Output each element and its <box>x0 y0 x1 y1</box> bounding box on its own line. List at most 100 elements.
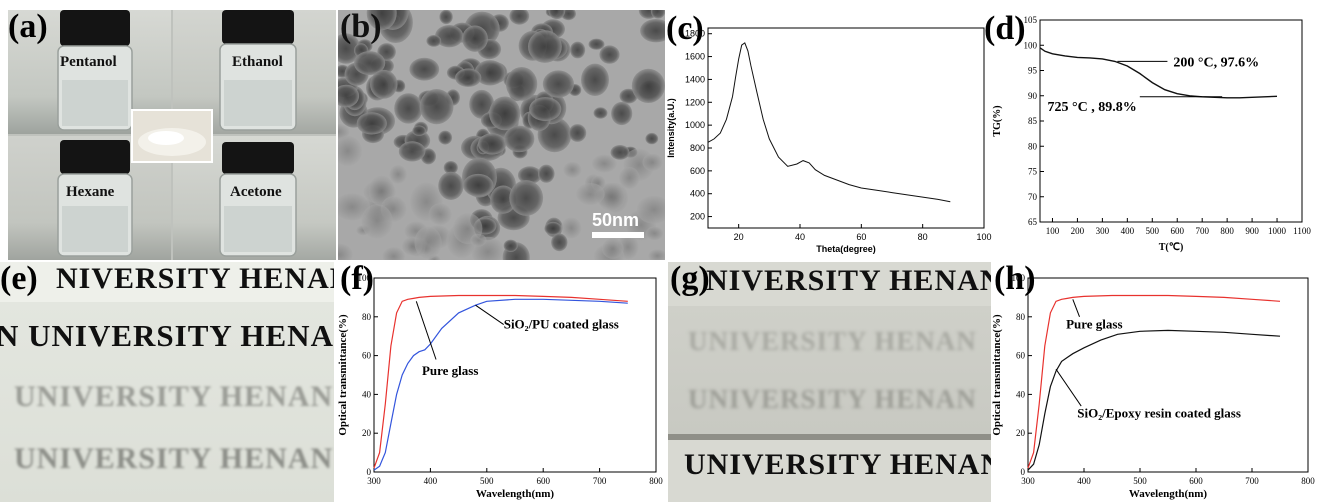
annotation-line <box>1072 299 1080 317</box>
x-axis-label: Wavelength(nm) <box>1129 488 1208 500</box>
y-tick-label: 65 <box>1028 217 1038 227</box>
tem-particle <box>470 233 487 247</box>
panel-h-label: (h) <box>994 262 1036 297</box>
panel-d: 100 200 300 400 500 600 700 800 900 1000 1100 65 70 7… <box>984 10 1314 260</box>
tem-particle <box>463 173 494 197</box>
x-tick-label: 20 <box>734 232 744 242</box>
x-tick-label: 100 <box>976 232 991 242</box>
vial-acetone <box>219 142 297 257</box>
annotation-pu: SiO₂/PU coated glass <box>504 316 619 331</box>
chart-c: 20 40 60 80 100 200 400 600 800 1000 1200 1400 1600 1… <box>666 27 992 254</box>
y-tick-label: 90 <box>1028 91 1038 101</box>
tem-particle <box>382 247 405 260</box>
panel-f-label: (f) <box>340 262 374 297</box>
tem-particle <box>398 141 426 162</box>
tem-particle <box>645 132 659 145</box>
chart-h: 300 400 500 600 700 800 0 20 40 60 80 100 Wavelength… <box>991 273 1315 500</box>
series-line-0 <box>1027 294 1281 469</box>
x-tick-label: 600 <box>536 476 550 486</box>
y-tick-label: 80 <box>362 312 372 322</box>
y-tick-label: 0 <box>367 467 372 477</box>
text-strip-3: UNIVERSITY HENAN <box>14 380 334 413</box>
y-tick-label: 1600 <box>685 52 705 62</box>
y-tick-label: 40 <box>362 389 372 399</box>
panel-b: (b) 50nm <box>338 10 665 260</box>
tem-particle <box>611 101 633 126</box>
annotation-line <box>475 304 505 325</box>
y-tick-label: 80 <box>1016 312 1026 322</box>
plot-frame <box>1027 277 1309 473</box>
chart-f: 300 400 500 600 700 800 0 20 40 60 80 100 Wavelength… <box>337 273 663 500</box>
tem-particle <box>610 145 630 160</box>
tem-particle <box>619 88 638 104</box>
x-tick-label: 500 <box>1133 476 1147 486</box>
glass-plate <box>0 302 334 502</box>
y-axis-label: TG(%) <box>992 105 1003 136</box>
annotation-line <box>1055 368 1082 407</box>
y-tick-label: 75 <box>1028 167 1038 177</box>
vial-pentanol <box>57 10 133 131</box>
tem-particle <box>439 10 453 25</box>
tem-particle <box>426 35 442 47</box>
tem-particle <box>338 33 361 64</box>
plot-frame <box>373 277 657 473</box>
tem-particle <box>462 25 488 52</box>
panel-e-label: (e) <box>0 262 38 297</box>
tem-particle <box>438 130 453 145</box>
tem-particle <box>443 161 458 175</box>
chart-d: 100 200 300 400 500 600 700 800 900 1000 1100 65 70 7… <box>992 15 1311 253</box>
y-tick-label: 60 <box>1016 351 1026 361</box>
x-tick-label: 400 <box>1077 476 1091 486</box>
tem-particle <box>640 19 665 43</box>
y-tick-label: 1800 <box>685 29 705 39</box>
x-tick-label: 800 <box>1301 476 1315 486</box>
annotation-line <box>415 301 437 360</box>
tem-particle <box>542 70 574 98</box>
tem-particle <box>356 112 387 135</box>
y-tick-label: 100 <box>1012 273 1026 283</box>
y-tick-label: 400 <box>690 189 705 199</box>
y-tick-label: 60 <box>362 351 372 361</box>
tem-particle <box>428 203 452 226</box>
panel-f: 300 400 500 600 700 800 0 20 40 60 80 100 Wavelength… <box>336 262 666 502</box>
y-tick-label: 40 <box>1016 389 1026 399</box>
tem-particle <box>478 133 507 155</box>
tem-particle <box>338 135 363 166</box>
panel-a-label: (a) <box>8 10 48 45</box>
text-strip-2: N UNIVERSITY HENAN <box>0 318 334 353</box>
x-tick-label: 700 <box>593 476 607 486</box>
y-tick-label: 600 <box>690 166 705 176</box>
tem-particle <box>366 10 397 31</box>
panel-c-label: (c) <box>666 10 704 47</box>
y-tick-label: 100 <box>358 273 372 283</box>
tem-particle <box>517 166 542 185</box>
panel-b-label: (b) <box>340 10 382 45</box>
tem-particle <box>528 30 562 63</box>
x-axis-label: Theta(degree) <box>816 244 876 254</box>
text-strip-1: NIVERSITY HENAN U <box>56 262 334 295</box>
tem-particle <box>474 60 506 86</box>
x-tick-label: 900 <box>1245 226 1259 236</box>
tem-particle <box>455 68 482 87</box>
tem-particle <box>650 10 665 19</box>
y-axis-label: Optical transmittance(%) <box>991 314 1003 436</box>
glass-edge-g <box>668 434 991 440</box>
powder-inset <box>131 109 213 163</box>
x-tick-label: 300 <box>367 476 381 486</box>
x-tick-label: 1000 <box>1268 226 1287 236</box>
y-tick-label: 70 <box>1028 192 1038 202</box>
tem-particle <box>599 45 620 64</box>
series-line-0 <box>373 294 628 469</box>
text-strip-4: UNIVERSITY HENAN <box>14 442 334 475</box>
tem-particle <box>581 63 609 96</box>
tem-particle <box>560 217 582 239</box>
tem-particle <box>490 185 517 214</box>
x-tick-label: 800 <box>1220 226 1234 236</box>
x-axis-label: Wavelength(nm) <box>476 488 555 500</box>
y-tick-label: 200 <box>690 212 705 222</box>
tem-particle <box>619 167 640 189</box>
tem-particle <box>551 233 568 252</box>
x-tick-label: 1100 <box>1293 226 1311 236</box>
panel-g-label: (g) <box>670 262 710 297</box>
tem-particle <box>596 182 626 211</box>
